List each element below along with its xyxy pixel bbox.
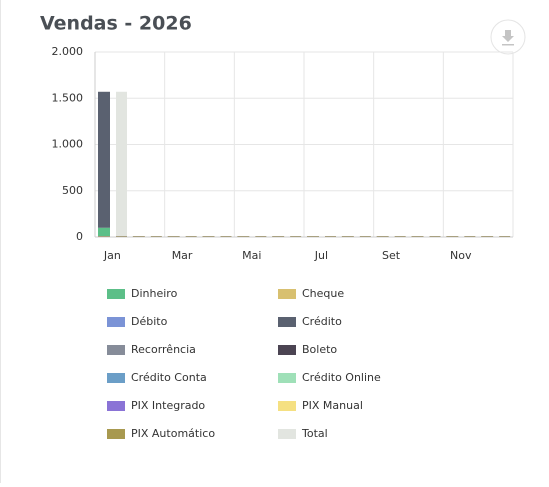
chart-title: Vendas - 2026 [40, 13, 192, 35]
x-tick-label: Jul [314, 249, 328, 262]
y-tick-label: 0 [76, 230, 83, 243]
y-tick-label: 2.000 [52, 45, 84, 58]
download-button[interactable] [490, 19, 526, 55]
legend-label: Crédito [302, 315, 342, 328]
bar [116, 91, 127, 238]
legend-swatch [107, 345, 125, 355]
legend-swatch [107, 373, 125, 383]
legend-label: PIX Integrado [131, 399, 205, 412]
legend-label: Crédito Conta [131, 371, 207, 384]
legend-swatch [107, 317, 125, 327]
legend-swatch [278, 289, 296, 299]
x-tick-label: Set [382, 249, 401, 262]
legend-label: Total [301, 427, 328, 440]
legend-label: Dinheiro [131, 287, 178, 300]
legend-label: Cheque [302, 287, 344, 300]
legend-label: Recorrência [131, 343, 196, 356]
legend-label: PIX Manual [302, 399, 363, 412]
bar [98, 227, 110, 237]
y-tick-label: 1.500 [52, 91, 84, 104]
legend-swatch [278, 373, 296, 383]
legend-swatch [278, 429, 296, 439]
legend-label: PIX Automático [131, 427, 215, 440]
x-tick-label: Nov [450, 249, 472, 262]
x-tick-label: Mai [242, 249, 261, 262]
bar [98, 91, 110, 228]
y-tick-label: 1.000 [52, 138, 84, 151]
legend-swatch [278, 345, 296, 355]
y-tick-label: 500 [62, 184, 83, 197]
legend-swatch [107, 429, 125, 439]
x-tick-label: Jan [103, 249, 121, 262]
legend-swatch [278, 317, 296, 327]
legend-label: Débito [131, 315, 168, 328]
legend-swatch [107, 401, 125, 411]
legend-swatch [278, 401, 296, 411]
legend-label: Boleto [302, 343, 337, 356]
x-tick-label: Mar [172, 249, 193, 262]
legend-swatch [107, 289, 125, 299]
legend-label: Crédito Online [302, 371, 381, 384]
